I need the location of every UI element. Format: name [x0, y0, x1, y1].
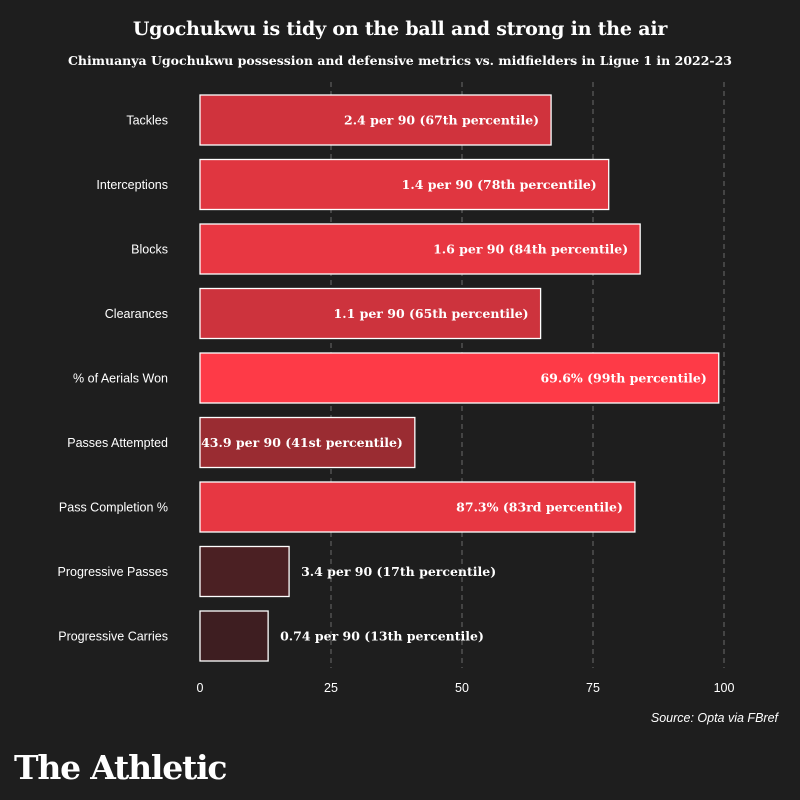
bar	[199, 352, 720, 404]
source-note: Source: Opta via FBref	[650, 711, 778, 725]
x-tick-label: 0	[197, 681, 204, 695]
data-label: 3.4 per 90 (17th percentile)	[301, 564, 496, 579]
chart-title: Ugochukwu is tidy on the ball and strong…	[132, 18, 668, 40]
data-label: 1.1 per 90 (65th percentile)	[334, 306, 529, 321]
bar	[199, 158, 610, 211]
bar	[199, 287, 542, 340]
category-label: Pass Completion %	[59, 501, 168, 515]
category-label: Passes Attempted	[67, 436, 168, 450]
x-tick-label: 75	[586, 681, 600, 695]
data-label: 2.4 per 90 (67th percentile)	[344, 113, 539, 128]
category-label: Clearances	[105, 307, 168, 321]
bar	[199, 223, 641, 275]
category-label: Interceptions	[96, 178, 168, 192]
bar	[199, 545, 290, 598]
category-label: Progressive Passes	[58, 565, 168, 579]
x-tick-label: 50	[455, 681, 469, 695]
bar	[199, 94, 552, 146]
data-label: 1.4 per 90 (78th percentile)	[402, 177, 597, 192]
chart-subtitle: Chimuanya Ugochukwu possession and defen…	[67, 53, 732, 68]
x-tick-label: 100	[714, 681, 735, 695]
bar	[199, 610, 269, 662]
data-label: 43.9 per 90 (41st percentile)	[201, 435, 403, 450]
data-label: 1.6 per 90 (84th percentile)	[433, 242, 628, 257]
data-label: 87.3% (83rd percentile)	[456, 500, 623, 515]
data-label: 69.6% (99th percentile)	[540, 371, 706, 386]
bar-chart: 0 25 50 75 100 Tackles 2.4 per 90 (67th percen…	[58, 82, 735, 695]
category-label: Tackles	[126, 114, 168, 128]
brand-logo: The Athletic	[14, 748, 228, 787]
x-tick-label: 25	[324, 681, 338, 695]
bar	[199, 416, 416, 469]
category-label: Blocks	[131, 243, 168, 257]
category-label: % of Aerials Won	[73, 372, 168, 386]
data-label: 0.74 per 90 (13th percentile)	[280, 629, 484, 644]
category-label: Progressive Carries	[58, 630, 168, 644]
bar	[199, 481, 636, 533]
